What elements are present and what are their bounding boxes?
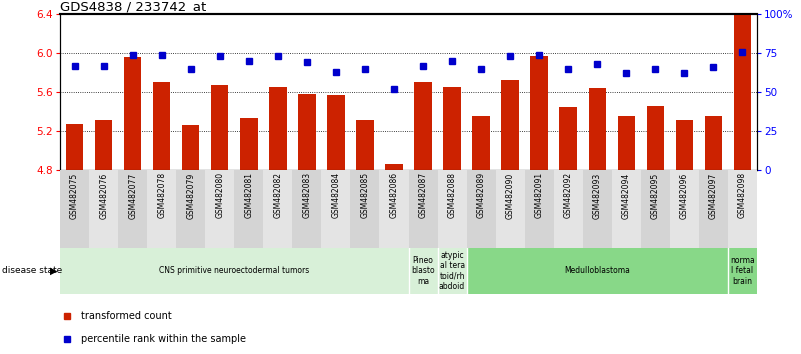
Text: GSM482092: GSM482092 bbox=[564, 172, 573, 218]
Text: GSM482081: GSM482081 bbox=[244, 172, 253, 218]
Bar bbox=[734, 14, 751, 170]
Text: Pineo
blasto
ma: Pineo blasto ma bbox=[411, 256, 435, 286]
Text: GSM482079: GSM482079 bbox=[187, 172, 195, 218]
Bar bbox=[675, 120, 693, 170]
Bar bbox=[728, 248, 757, 294]
Bar bbox=[553, 170, 582, 248]
Bar bbox=[496, 170, 525, 248]
Text: GSM482094: GSM482094 bbox=[622, 172, 630, 218]
Text: ▶: ▶ bbox=[50, 266, 57, 276]
Text: GSM482083: GSM482083 bbox=[303, 172, 312, 218]
Bar bbox=[589, 88, 606, 170]
Text: Medulloblastoma: Medulloblastoma bbox=[565, 266, 630, 275]
Bar bbox=[728, 170, 757, 248]
Bar bbox=[409, 248, 437, 294]
Text: GSM482088: GSM482088 bbox=[448, 172, 457, 218]
Bar bbox=[641, 170, 670, 248]
Bar bbox=[618, 116, 635, 170]
Bar bbox=[176, 170, 205, 248]
Bar bbox=[473, 116, 489, 170]
Bar bbox=[292, 170, 321, 248]
Text: disease state: disease state bbox=[2, 266, 62, 275]
Text: transformed count: transformed count bbox=[81, 311, 171, 321]
Bar bbox=[437, 170, 466, 248]
Bar bbox=[118, 170, 147, 248]
Text: GSM482082: GSM482082 bbox=[273, 172, 282, 218]
Bar bbox=[66, 124, 83, 170]
Bar bbox=[501, 80, 519, 170]
Text: GSM482087: GSM482087 bbox=[419, 172, 428, 218]
Bar bbox=[705, 116, 722, 170]
Bar bbox=[147, 170, 176, 248]
Text: GSM482085: GSM482085 bbox=[360, 172, 369, 218]
Bar bbox=[89, 170, 118, 248]
Text: GSM482089: GSM482089 bbox=[477, 172, 485, 218]
Bar bbox=[356, 120, 373, 170]
Text: GDS4838 / 233742_at: GDS4838 / 233742_at bbox=[60, 0, 207, 13]
Bar bbox=[409, 170, 437, 248]
Text: atypic
al tera
toid/rh
abdoid: atypic al tera toid/rh abdoid bbox=[439, 251, 465, 291]
Bar bbox=[530, 56, 548, 170]
Bar bbox=[670, 170, 698, 248]
Text: GSM482098: GSM482098 bbox=[738, 172, 747, 218]
Bar bbox=[525, 170, 553, 248]
Bar bbox=[698, 170, 728, 248]
Bar bbox=[182, 125, 199, 170]
Bar bbox=[298, 94, 316, 170]
Text: GSM482078: GSM482078 bbox=[157, 172, 166, 218]
Bar bbox=[205, 170, 234, 248]
Bar bbox=[437, 248, 466, 294]
Bar bbox=[60, 248, 409, 294]
Text: GSM482086: GSM482086 bbox=[389, 172, 398, 218]
Text: percentile rank within the sample: percentile rank within the sample bbox=[81, 334, 246, 344]
Bar bbox=[559, 107, 577, 170]
Text: GSM482095: GSM482095 bbox=[651, 172, 660, 218]
Text: GSM482096: GSM482096 bbox=[680, 172, 689, 218]
Bar bbox=[414, 82, 432, 170]
Bar bbox=[385, 164, 403, 170]
Bar bbox=[211, 85, 228, 170]
Text: GSM482075: GSM482075 bbox=[70, 172, 79, 218]
Bar bbox=[269, 87, 287, 170]
Text: norma
l fetal
brain: norma l fetal brain bbox=[730, 256, 755, 286]
Bar bbox=[646, 106, 664, 170]
Bar bbox=[95, 120, 112, 170]
Bar bbox=[327, 95, 344, 170]
Bar bbox=[350, 170, 380, 248]
Bar bbox=[60, 170, 89, 248]
Text: GSM482097: GSM482097 bbox=[709, 172, 718, 218]
Bar bbox=[234, 170, 264, 248]
Bar bbox=[612, 170, 641, 248]
Bar bbox=[240, 118, 257, 170]
Text: GSM482080: GSM482080 bbox=[215, 172, 224, 218]
Bar bbox=[153, 82, 171, 170]
Text: CNS primitive neuroectodermal tumors: CNS primitive neuroectodermal tumors bbox=[159, 266, 309, 275]
Bar bbox=[380, 170, 409, 248]
Bar bbox=[466, 170, 496, 248]
Text: GSM482091: GSM482091 bbox=[535, 172, 544, 218]
Bar bbox=[582, 170, 612, 248]
Bar bbox=[264, 170, 292, 248]
Text: GSM482093: GSM482093 bbox=[593, 172, 602, 218]
Bar bbox=[466, 248, 728, 294]
Text: GSM482076: GSM482076 bbox=[99, 172, 108, 218]
Bar bbox=[124, 57, 141, 170]
Text: GSM482084: GSM482084 bbox=[332, 172, 340, 218]
Text: GSM482090: GSM482090 bbox=[505, 172, 514, 218]
Bar bbox=[443, 87, 461, 170]
Bar bbox=[321, 170, 350, 248]
Text: GSM482077: GSM482077 bbox=[128, 172, 137, 218]
